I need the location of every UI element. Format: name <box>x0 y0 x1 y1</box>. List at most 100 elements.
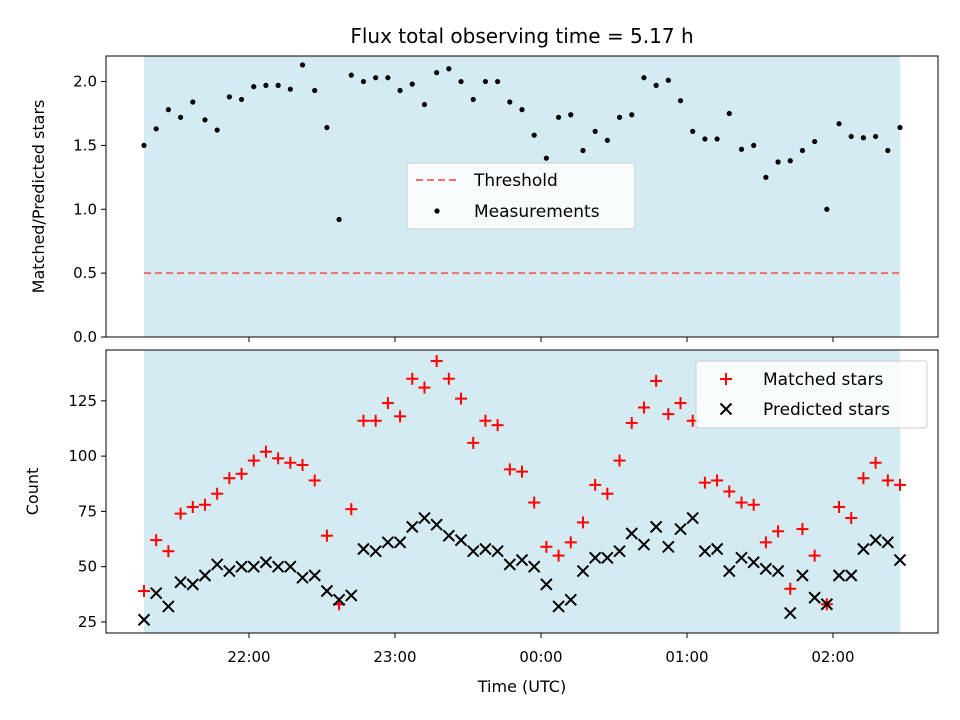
top-axes-frame <box>105 55 939 338</box>
predicted-star-point-b <box>723 564 736 578</box>
legend-threshold-label: Threshold <box>473 171 558 191</box>
measurement-point <box>190 99 196 105</box>
measurement-point <box>555 114 562 120</box>
predicted-star-point <box>625 527 638 540</box>
measurement-point <box>458 78 464 85</box>
predicted-star-point <box>796 569 809 582</box>
matched-star-point <box>369 414 382 427</box>
chart-title: Flux total observing time = 5.17 h <box>350 24 693 48</box>
matched-star-point <box>552 549 565 562</box>
measurement-point <box>568 112 574 118</box>
predicted-star-point <box>406 520 419 534</box>
matched-star-point <box>698 476 711 489</box>
predicted-star-point-b <box>771 564 785 578</box>
predicted-star-point-b <box>369 544 382 558</box>
measurement-point <box>885 147 891 154</box>
predicted-star-point-b <box>491 544 504 558</box>
predicted-star-point-b <box>625 527 638 540</box>
matched-star-point <box>284 456 297 469</box>
measurement-point <box>421 101 428 108</box>
matched-star-point <box>564 536 577 549</box>
predicted-star-point <box>308 569 321 582</box>
matched-star-point <box>881 474 894 487</box>
matched-star-point <box>613 454 626 467</box>
measurement-point <box>799 147 806 154</box>
matched-star-point <box>247 454 260 467</box>
predicted-star-point <box>332 593 346 607</box>
x-tick-label: 22:00 <box>227 648 270 666</box>
bottom-x-ticks: 22:00 23:00 00:00 01:00 02:00 <box>227 633 855 666</box>
legend-matched-swatch <box>720 373 732 385</box>
measurement-point <box>580 147 586 154</box>
predicted-star-point <box>491 544 504 558</box>
measurement-point <box>312 87 318 94</box>
matched-star-point <box>442 372 455 385</box>
measurement-point <box>153 126 159 132</box>
predicted-star-point <box>747 556 760 569</box>
predicted-star-point <box>820 598 834 611</box>
predicted-star-point-b <box>576 564 590 578</box>
measurement-point <box>543 155 549 161</box>
predicted-star-point-b <box>235 560 248 573</box>
matched-star-point <box>357 414 370 427</box>
top-y-axis-title: Matched/Predicted stars <box>29 100 48 294</box>
bottom-y-tick-label: 125 <box>68 392 97 410</box>
predicted-star-point <box>771 564 785 578</box>
measurement-point <box>226 94 232 100</box>
measurement-point <box>665 77 671 83</box>
predicted-star-point-b <box>613 544 626 558</box>
predicted-star-point-b <box>406 520 419 534</box>
predicted-star-point <box>845 569 858 582</box>
predicted-star-point <box>723 564 736 578</box>
matched-star-point <box>637 401 650 414</box>
predicted-star-point-b <box>430 518 443 531</box>
predicted-star-point-b <box>796 569 809 582</box>
measurement-point <box>836 121 842 127</box>
top-y-ticks: 0.0 0.5 1.0 1.5 2.0 <box>73 73 106 346</box>
predicted-star-point-b <box>271 560 285 573</box>
measurement-point <box>360 78 367 85</box>
matched-star-point <box>516 465 528 478</box>
measurement-point <box>848 133 854 140</box>
measurement-point <box>446 66 452 72</box>
predicted-star-point <box>686 511 699 525</box>
bottom-legend: Matched stars Predicted stars <box>695 360 928 429</box>
predicted-star-point-b <box>320 584 334 598</box>
measurement-point <box>409 81 415 87</box>
predicted-star-point <box>162 600 175 613</box>
bottom-y-ticks: 25 50 75 100 125 <box>68 392 106 631</box>
predicted-star-point <box>442 529 456 542</box>
predicted-star-point-b <box>527 560 541 573</box>
top-y-tick-label: 1.5 <box>73 136 97 154</box>
predicted-star-point <box>784 606 797 620</box>
predicted-star-point-b <box>345 589 358 602</box>
measurement-point <box>629 112 635 118</box>
matched-star-point <box>625 416 638 429</box>
measurement-point <box>324 124 330 131</box>
predicted-star-point-b <box>820 598 834 611</box>
measurement-point <box>812 138 818 145</box>
predicted-star-point <box>174 575 187 589</box>
matched-star-point <box>272 452 285 465</box>
predicted-star-point-b <box>588 551 602 565</box>
matched-star-point <box>723 485 736 498</box>
measurement-point <box>470 96 476 103</box>
predicted-star-point-b <box>649 520 663 534</box>
predicted-star-point <box>893 553 907 567</box>
predicted-star-point-b <box>747 556 760 569</box>
predicted-star-point <box>698 544 712 558</box>
predicted-star-point-b <box>198 569 212 582</box>
predicted-star-point-b <box>381 536 395 549</box>
predicted-star-point <box>576 564 590 578</box>
measurement-point <box>653 82 659 88</box>
predicted-star-point-b <box>442 529 456 542</box>
measurement-point <box>141 142 147 149</box>
measurement-point <box>641 75 647 81</box>
predicted-star-point <box>247 560 260 573</box>
matched-star-point <box>747 498 760 511</box>
predicted-star-point-b <box>564 593 577 607</box>
predicted-star-point <box>137 613 151 626</box>
matched-star-point <box>857 472 870 485</box>
measurement-point <box>238 96 245 103</box>
legend-predicted-swatch <box>719 402 733 416</box>
